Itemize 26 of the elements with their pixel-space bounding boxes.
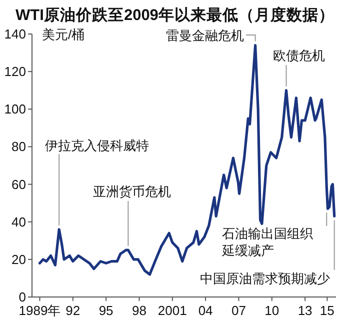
y-axis-title: 美元/桶 xyxy=(42,27,85,42)
y-tick-label: 140 xyxy=(4,26,26,42)
y-tick-label: 20 xyxy=(12,252,26,267)
x-tick-label: 10 xyxy=(264,303,280,318)
y-tick-label: 80 xyxy=(12,139,26,154)
annotation: 石油输出国组织延缓减产 xyxy=(221,226,313,258)
x-tick-label: 1989年 xyxy=(18,303,61,318)
x-tick-label: 07 xyxy=(231,303,246,318)
x-tick-label: 04 xyxy=(198,303,213,318)
x-tick-label: 98 xyxy=(132,303,146,318)
y-tick-label: 120 xyxy=(4,64,26,80)
y-tick-label: 40 xyxy=(12,214,26,230)
annotation: 中国原油需求预期减少 xyxy=(200,271,330,286)
y-tick-label: 100 xyxy=(4,102,26,117)
annotation: 欧债危机 xyxy=(273,48,325,63)
annotation: 伊拉克入侵科威特 xyxy=(45,138,149,153)
x-tick-label: 92 xyxy=(66,303,80,318)
y-tick-label: 0 xyxy=(18,290,26,304)
chart-title: WTI原油价跌至2009年以来最低（月度数据） xyxy=(16,5,334,24)
x-tick-label: 15 xyxy=(320,303,334,318)
x-tick-label: 2001 xyxy=(158,303,187,318)
x-tick-label: 95 xyxy=(98,303,114,318)
y-tick-label: 60 xyxy=(12,176,26,192)
annotation: 雷曼金融危机 xyxy=(166,28,244,43)
x-tick-label: 13 xyxy=(298,303,312,318)
annotation: 亚洲货币危机 xyxy=(93,184,171,199)
